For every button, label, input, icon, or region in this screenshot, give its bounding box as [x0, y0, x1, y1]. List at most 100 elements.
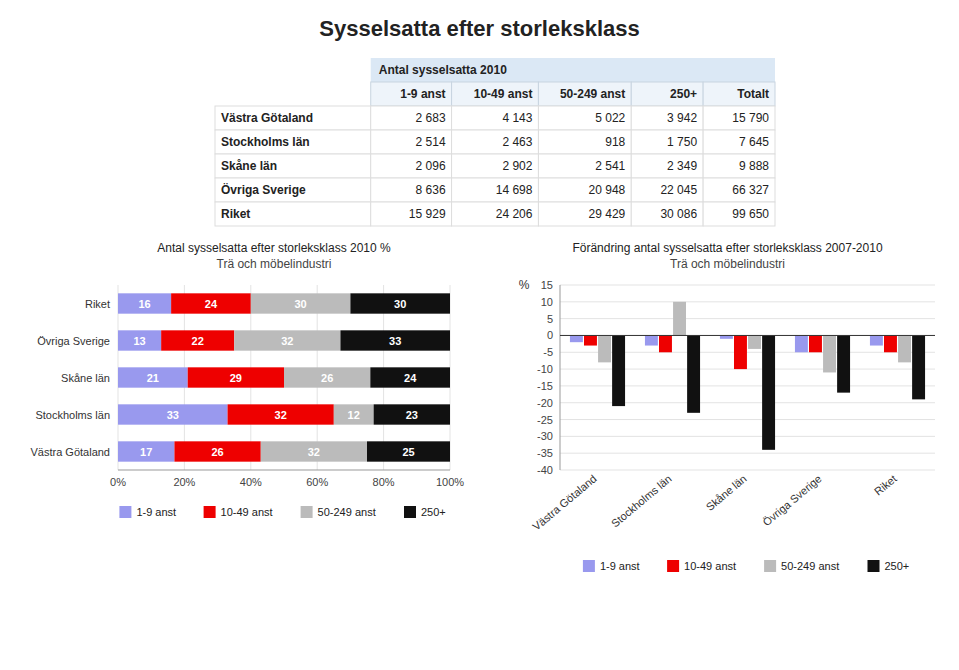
- table-cell-label: 7 645: [739, 135, 769, 149]
- chart-subtitle: Trä och möbelindustri: [670, 257, 785, 271]
- grid-line: [560, 436, 935, 437]
- bar: [251, 293, 351, 313]
- bar: [367, 441, 450, 461]
- bar: [748, 335, 761, 348]
- table-col-label: 10-49 anst: [474, 87, 533, 101]
- bar: [762, 335, 775, 449]
- table-col-header: [538, 82, 631, 106]
- data-label: 29: [230, 372, 242, 384]
- bars: [118, 293, 450, 461]
- bar: [118, 367, 188, 387]
- table-cell: [538, 178, 631, 202]
- table-col-label: 250+: [670, 87, 697, 101]
- table-col-label: Totalt: [737, 87, 769, 101]
- legend-swatch: [404, 506, 416, 518]
- bar: [912, 335, 925, 399]
- legend-swatch: [868, 560, 880, 572]
- x-tick-label: 40%: [240, 476, 262, 488]
- table-cell: [703, 178, 775, 202]
- table-col-header: [703, 82, 775, 106]
- bar: [598, 335, 611, 362]
- bar: [118, 441, 174, 461]
- legend-label: 1-9 anst: [136, 506, 176, 518]
- x-tick-label: 60%: [306, 476, 328, 488]
- data-label: 17: [140, 446, 152, 458]
- bar: [734, 335, 747, 369]
- table-cell-label: 30 086: [660, 207, 697, 221]
- y-tick-label: -5: [543, 346, 553, 358]
- data-label: 21: [147, 372, 159, 384]
- legend-swatch: [583, 560, 595, 572]
- data-label: 26: [321, 372, 333, 384]
- bar: [837, 335, 850, 392]
- data-label: 32: [281, 335, 293, 347]
- table-cell-label: 66 327: [732, 183, 769, 197]
- x-tick-label: Övriga Sverige: [760, 472, 823, 528]
- legend-swatch: [204, 506, 216, 518]
- data-label: 24: [404, 372, 417, 384]
- table-cell: [371, 106, 452, 130]
- table-row-label: Riket: [221, 207, 250, 221]
- legend-swatch: [119, 506, 131, 518]
- table-cell: [631, 178, 703, 202]
- table: Antal sysselsatta 20101-9 anst10-49 anst…: [215, 58, 775, 226]
- table-cell-label: 99 650: [732, 207, 769, 221]
- bar: [118, 330, 161, 350]
- chart-title: Antal sysselsatta efter storleksklass 20…: [157, 241, 391, 255]
- y-tick-label: -25: [537, 414, 553, 426]
- data-label: 32: [275, 409, 287, 421]
- table-cell: [371, 178, 452, 202]
- legend: 1-9 anst10-49 anst50-249 anst250+: [119, 506, 445, 518]
- table-cell: [538, 106, 631, 130]
- data-label: 24: [205, 298, 218, 310]
- legend-label: 10-49 anst: [684, 560, 736, 572]
- table-cell: [538, 202, 631, 226]
- bar: [118, 404, 228, 424]
- table-cell-label: 8 636: [416, 183, 446, 197]
- bar: [584, 335, 597, 345]
- x-tick-label: 0%: [110, 476, 126, 488]
- table-cell: [703, 106, 775, 130]
- y-tick-label: -30: [537, 430, 553, 442]
- table-cell-label: 20 948: [589, 183, 626, 197]
- table-cell-label: 3 942: [667, 111, 697, 125]
- data-label: 33: [167, 409, 179, 421]
- table-cell: [538, 154, 631, 178]
- y-tick-label: Skåne län: [61, 372, 110, 384]
- table-cell: [452, 154, 539, 178]
- table-cell: [452, 202, 539, 226]
- table-cell-label: 14 698: [496, 183, 533, 197]
- data-label: 23: [406, 409, 418, 421]
- table-header-box: [371, 58, 775, 82]
- y-tick-label: -40: [537, 464, 553, 476]
- table-cell: [631, 154, 703, 178]
- table-cell-label: 2 349: [667, 159, 697, 173]
- chart-title: Förändring antal sysselsatta efter storl…: [572, 241, 882, 255]
- table-row-label: Övriga Sverige: [221, 182, 306, 197]
- table-col-label: 1-9 anst: [400, 87, 445, 101]
- grid-line: [560, 285, 935, 286]
- bar: [687, 335, 700, 412]
- x-tick-label: 100%: [436, 476, 464, 488]
- y-tick-label: 15: [541, 279, 553, 291]
- bar: [720, 335, 733, 338]
- table-col-header: [631, 82, 703, 106]
- x-tick-label: Riket: [872, 472, 899, 497]
- bar: [645, 335, 658, 345]
- table-cell-label: 2 096: [416, 159, 446, 173]
- chart-grouped-bar: Förändring antal sysselsatta efter storl…: [519, 241, 935, 572]
- bar: [823, 335, 836, 372]
- bar: [174, 441, 260, 461]
- table-row-header: [215, 154, 371, 178]
- legend-label: 1-9 anst: [600, 560, 640, 572]
- table-cell: [452, 178, 539, 202]
- zero-line: [560, 335, 935, 336]
- bar: [673, 302, 686, 336]
- table-cell-label: 24 206: [496, 207, 533, 221]
- grid-line: [560, 335, 935, 336]
- bar: [809, 335, 822, 352]
- table-col-label: 50-249 anst: [560, 87, 625, 101]
- y-tick-label: -20: [537, 397, 553, 409]
- table-cell-label: 918: [605, 135, 625, 149]
- table-cell: [631, 130, 703, 154]
